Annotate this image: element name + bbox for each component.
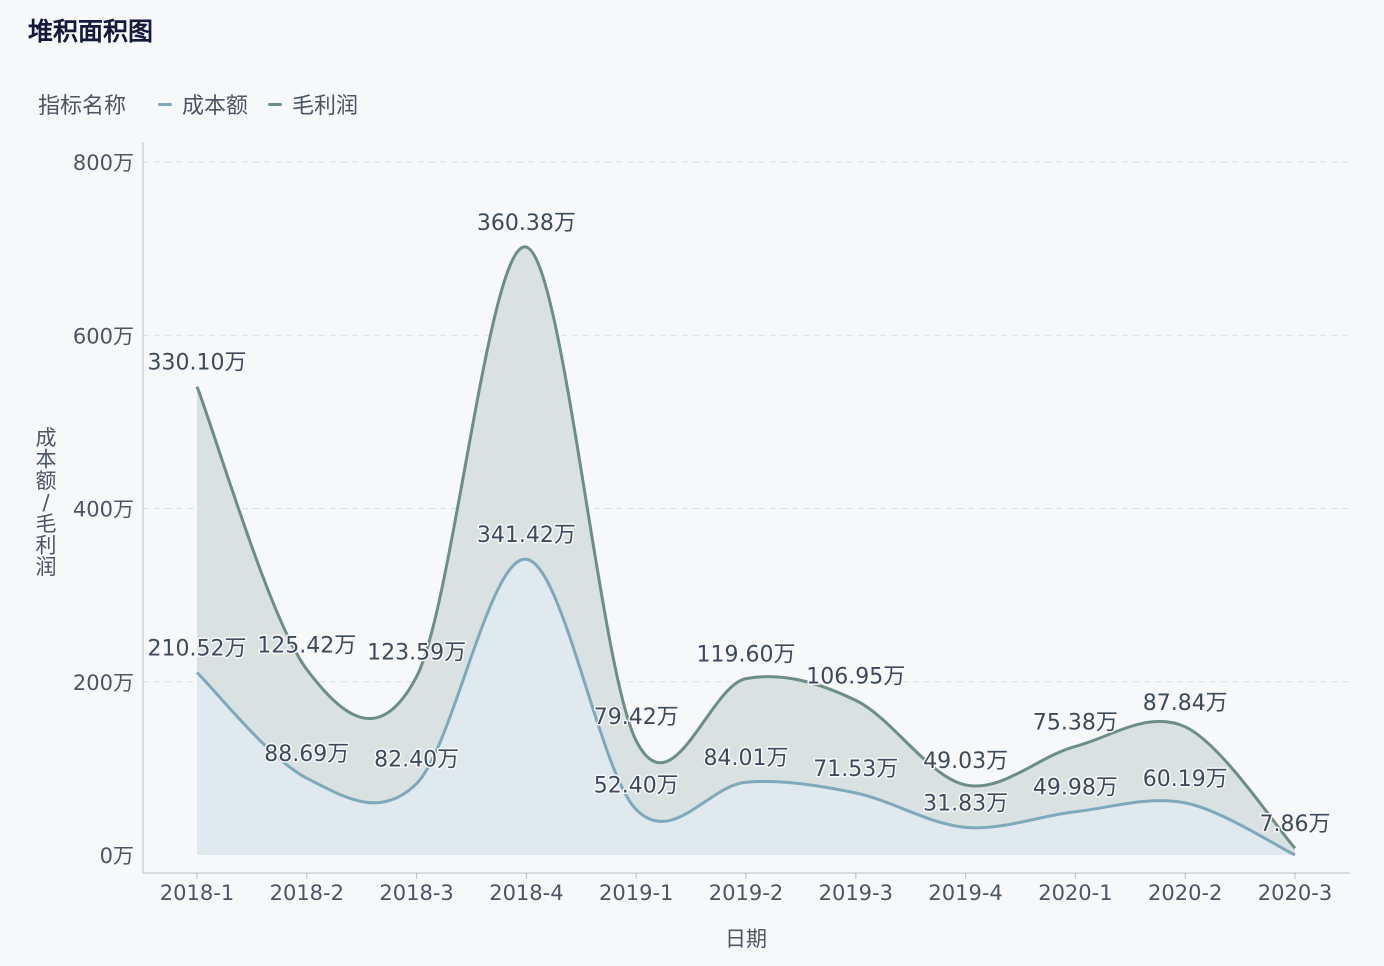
data-label-profit: 119.60万	[697, 643, 796, 668]
legend-swatch-profit	[268, 102, 283, 106]
x-tick-label: 2018-1	[160, 881, 234, 905]
data-label-profit: 87.84万	[1143, 691, 1228, 716]
y-tick-label: 200万	[73, 671, 134, 695]
area-cost	[197, 559, 1295, 855]
x-tick-label: 2018-3	[379, 881, 453, 905]
y-tick-label: 600万	[73, 324, 134, 348]
legend: 指标名称 成本额 毛利润	[38, 88, 378, 120]
data-label-profit: 125.42万	[257, 634, 356, 659]
data-label-cost: 71.53万	[813, 757, 898, 782]
data-label-cost: 88.69万	[264, 742, 349, 767]
data-label-profit: 123.59万	[367, 641, 466, 666]
x-tick-label: 2018-4	[489, 881, 563, 905]
data-label-cost: 49.98万	[1033, 776, 1118, 801]
data-label-profit: 360.38万	[477, 211, 576, 236]
data-label-cost: 210.52万	[148, 637, 247, 662]
legend-title: 指标名称	[38, 94, 127, 119]
x-tick-label: 2019-2	[709, 881, 783, 905]
data-label-profit: 75.38万	[1033, 710, 1118, 735]
y-tick-label: 800万	[73, 151, 134, 175]
data-label-cost: 31.83万	[923, 791, 1008, 816]
data-label-cost: 60.19万	[1143, 767, 1228, 792]
legend-label-profit: 毛利润	[292, 94, 359, 119]
x-tick-label: 2020-3	[1258, 881, 1332, 905]
data-label-profit: 106.95万	[806, 664, 905, 689]
y-tick-label: 400万	[73, 498, 134, 522]
data-label-cost: 84.01万	[704, 746, 789, 771]
legend-swatch-cost	[158, 102, 173, 106]
y-tick-label: 0万	[100, 844, 134, 868]
data-label-cost: 341.42万	[477, 523, 576, 548]
x-tick-label: 2020-2	[1148, 881, 1222, 905]
legend-label-cost: 成本额	[182, 94, 249, 119]
x-tick-label: 2018-2	[270, 881, 344, 905]
data-label-profit: 7.86万	[1260, 812, 1331, 837]
x-tick-label: 2019-4	[928, 881, 1002, 905]
legend-item-profit[interactable]: 毛利润	[268, 88, 358, 120]
y-axis-title: 成本额/毛利润	[36, 426, 57, 579]
area-profit	[197, 246, 1295, 855]
x-tick-label: 2019-3	[819, 881, 893, 905]
data-label-cost: 82.40万	[374, 748, 459, 773]
legend-item-cost[interactable]: 成本额	[158, 88, 248, 120]
data-label-profit: 330.10万	[148, 351, 247, 376]
x-axis-title: 日期	[725, 927, 767, 951]
series-line-cost	[195, 557, 1296, 857]
series-line-profit	[195, 245, 1297, 850]
x-tick-label: 2019-1	[599, 881, 673, 905]
data-label-profit: 79.42万	[594, 705, 679, 730]
data-label-profit: 49.03万	[923, 749, 1008, 774]
x-tick-label: 2020-1	[1038, 881, 1112, 905]
data-label-cost: 52.40万	[594, 774, 679, 799]
chart-title: 堆积面积图	[28, 17, 154, 46]
